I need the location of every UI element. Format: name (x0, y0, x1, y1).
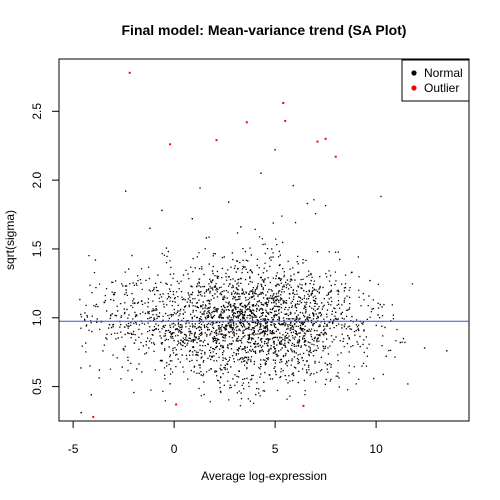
normal-point (80, 412, 82, 414)
normal-point (278, 277, 280, 279)
normal-point (347, 335, 349, 337)
y-tick-label: 2.0 (30, 171, 44, 188)
normal-point (335, 311, 337, 313)
normal-point (215, 370, 218, 373)
outlier-point (316, 140, 319, 143)
normal-point (155, 328, 157, 330)
normal-point (446, 350, 448, 352)
legend: Normal Outlier (401, 59, 470, 102)
legend-label-outlier: Outlier (424, 81, 459, 95)
normal-point (149, 227, 151, 229)
point-cloud-texture (79, 187, 414, 407)
legend-marker-outlier (411, 85, 417, 91)
normal-point (228, 201, 230, 203)
normal-point (250, 379, 252, 381)
normal-point (240, 226, 242, 228)
normal-point (310, 319, 313, 322)
normal-point (125, 190, 127, 192)
outlier-point (215, 139, 218, 142)
normal-point (385, 355, 387, 357)
outlier-point (128, 71, 131, 74)
legend-marker-normal (411, 70, 417, 76)
normal-point (306, 202, 309, 205)
normal-point (244, 346, 246, 348)
normal-point (377, 314, 379, 316)
normal-point (326, 363, 329, 366)
outlier-point (92, 415, 95, 418)
normal-point (322, 329, 325, 331)
normal-point (423, 347, 426, 349)
normal-point (288, 339, 290, 341)
data-points (59, 71, 469, 418)
normal-point (369, 279, 371, 282)
y-axis-label: sqrt(sigma) (3, 210, 17, 270)
normal-point (316, 251, 319, 253)
normal-point (221, 336, 224, 338)
normal-point (94, 259, 97, 261)
normal-point (161, 209, 163, 212)
y-tick-label: 0.5 (30, 378, 44, 395)
normal-point (274, 149, 276, 151)
outlier-point (284, 119, 287, 122)
x-tick-label: 5 (272, 442, 279, 456)
x-axis: -5 0 5 10 (68, 420, 383, 456)
normal-point (260, 172, 262, 174)
y-tick-label: 2.5 (30, 103, 44, 120)
normal-point (165, 282, 167, 285)
normal-point (292, 184, 294, 187)
normal-point (98, 369, 101, 371)
normal-point (199, 321, 202, 323)
y-axis: 0.5 1.0 1.5 2.0 2.5 (30, 103, 60, 395)
normal-point (116, 310, 119, 312)
normal-point (108, 324, 111, 326)
outlier-point (334, 155, 337, 158)
outlier-point (175, 403, 178, 406)
normal-point (266, 326, 268, 329)
normal-point (300, 301, 303, 304)
normal-point (169, 383, 171, 385)
x-tick-label: -5 (68, 442, 79, 456)
legend-box (401, 59, 470, 102)
normal-point (90, 394, 92, 396)
y-tick-label: 1.0 (30, 309, 44, 326)
point-cloud (79, 187, 414, 407)
plot-frame (58, 58, 470, 422)
chart-title: Final model: Mean-variance trend (SA Plo… (122, 22, 407, 38)
x-tick-label: 10 (369, 442, 383, 456)
normal-point (177, 340, 179, 342)
normal-point (351, 271, 353, 273)
outlier-point (169, 143, 172, 146)
normal-point (399, 341, 401, 344)
x-tick-label: 0 (171, 442, 178, 456)
outlier-point (324, 137, 327, 140)
normal-point (141, 300, 143, 302)
normal-point (234, 306, 236, 308)
outlier-point (302, 404, 305, 407)
y-tick-label: 1.5 (30, 240, 44, 257)
x-axis-label: Average log-expression (201, 469, 327, 483)
normal-point (361, 322, 363, 324)
legend-label-normal: Normal (424, 66, 463, 80)
normal-point (191, 218, 193, 220)
normal-point (211, 270, 214, 272)
normal-point (205, 237, 208, 239)
normal-point (187, 292, 189, 294)
normal-point (131, 333, 133, 335)
outlier-point (282, 102, 285, 104)
normal-point (256, 288, 258, 290)
outlier-point (245, 121, 248, 124)
normal-point (284, 374, 286, 377)
